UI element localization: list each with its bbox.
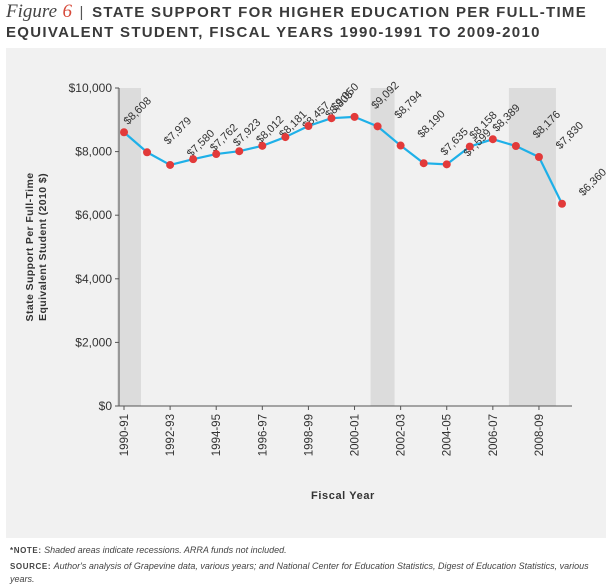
y-tick-label: $0	[99, 399, 113, 413]
data-point	[558, 199, 566, 208]
figure-header: Figure 6 | STATE SUPPORT FOR HIGHER EDUC…	[6, 2, 606, 43]
chart-title-part-1: STATE SUPPORT FOR HIGHER EDUCATION PER F…	[92, 4, 588, 21]
y-tick-label: $4,000	[75, 272, 112, 286]
figure-title-line-1: Figure 6 | STATE SUPPORT FOR HIGHER EDUC…	[6, 2, 606, 23]
chart-notes: *NOTE: Shaded areas indicate recessions.…	[10, 544, 606, 588]
data-point	[488, 135, 497, 144]
y-axis-title: State Support Per Full-TimeEquivalent St…	[24, 173, 49, 322]
x-tick-label: 1992-93	[165, 414, 177, 456]
data-label: $6,360	[577, 166, 606, 198]
y-axis-title-line: State Support Per Full-Time	[24, 173, 36, 322]
data-point	[465, 142, 474, 151]
x-tick-label: 2006-07	[488, 414, 500, 456]
data-point	[304, 122, 313, 131]
x-tick-label: 2004-05	[442, 414, 454, 456]
data-label: $9,050	[329, 81, 361, 113]
data-point	[189, 155, 198, 164]
data-point	[442, 160, 451, 169]
y-tick-label: $2,000	[75, 335, 112, 349]
chart-title-part-2: EQUIVALENT STUDENT, FISCAL YEARS 1990-19…	[6, 24, 541, 41]
y-tick-label: $10,000	[69, 81, 113, 95]
data-point	[350, 112, 359, 121]
x-tick-label: 1998-99	[303, 414, 315, 456]
data-point	[281, 133, 290, 142]
data-label: $7,979	[162, 115, 194, 147]
recession-band-3	[508, 88, 556, 406]
source-text: Author's analysis of Grapevine data, var…	[10, 561, 589, 584]
figure-number: 6	[62, 1, 72, 22]
y-tick-label: $8,000	[75, 145, 112, 159]
data-point	[212, 150, 221, 159]
data-point	[120, 128, 128, 137]
x-tick-label: 1994-95	[211, 414, 223, 456]
data-point	[511, 142, 520, 151]
y-axis-title-line: Equivalent Student (2010 $)	[37, 173, 49, 321]
x-tick-label: 1990-91	[119, 414, 131, 456]
x-tick-label: 2008-09	[534, 414, 546, 456]
data-point	[166, 160, 175, 169]
data-label: $7,830	[554, 120, 586, 152]
y-tick-label: $6,000	[75, 208, 112, 222]
data-point	[143, 148, 152, 157]
data-point	[258, 141, 267, 150]
data-point	[373, 122, 382, 131]
source: SOURCE: Author's analysis of Grapevine d…	[10, 560, 606, 585]
line-chart: $0 $2,000 $4,000 $6,000 $8,000 $10,000 1990-91…	[24, 79, 606, 502]
x-tick-label: 2002-03	[396, 414, 408, 456]
x-tick-label: 2000-01	[350, 414, 362, 456]
figure-separator: |	[79, 4, 85, 21]
data-point	[419, 159, 428, 168]
data-point	[396, 141, 405, 150]
figure-label: Figure	[6, 1, 58, 22]
data-label: $8,190	[415, 108, 447, 140]
recession-band-1	[117, 88, 141, 406]
note-key: *NOTE:	[10, 546, 42, 555]
chart-panel: $0 $2,000 $4,000 $6,000 $8,000 $10,000 1990-91…	[6, 48, 606, 538]
x-tick-label: 1996-97	[257, 414, 269, 456]
note-text: Shaded areas indicate recessions. ARRA f…	[44, 545, 287, 555]
data-label: $8,794	[392, 89, 424, 121]
x-axis-title: Fiscal Year	[311, 490, 375, 502]
data-point	[235, 147, 244, 156]
data-point	[327, 114, 336, 123]
source-key: SOURCE:	[10, 562, 52, 571]
data-point	[534, 153, 543, 162]
recession-band-2	[370, 88, 395, 406]
note: *NOTE: Shaded areas indicate recessions.…	[10, 544, 606, 557]
